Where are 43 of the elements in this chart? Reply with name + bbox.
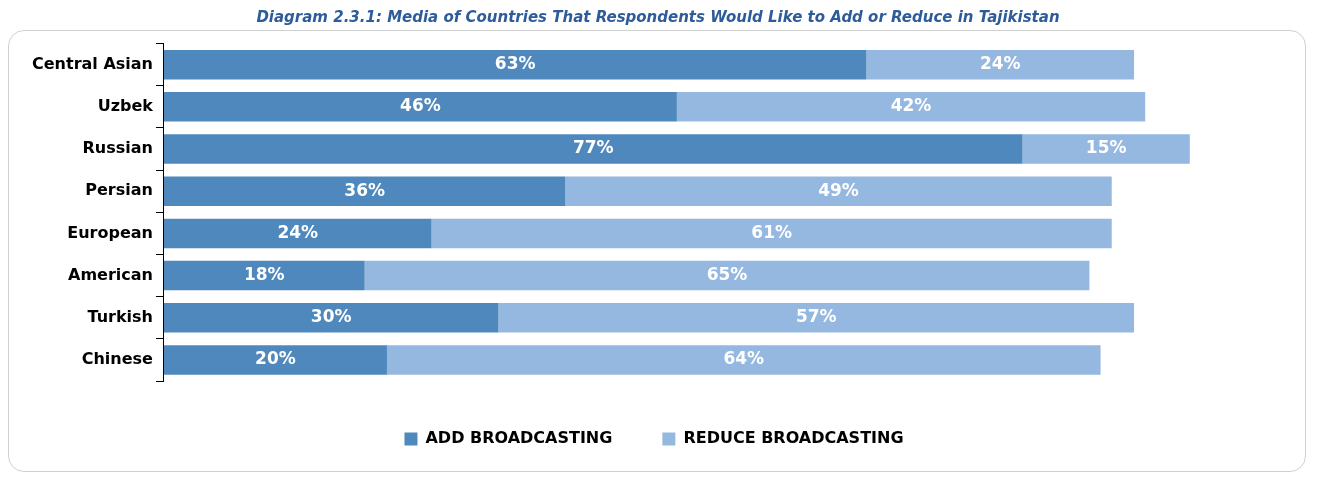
data-label: 20% <box>255 348 296 369</box>
data-label: 61% <box>751 221 793 242</box>
bar <box>163 302 499 333</box>
bar <box>163 49 867 80</box>
y-tick-label: Chinese <box>81 349 154 369</box>
y-tick-label: American <box>68 264 153 284</box>
legend-label: ADD BROADCASTING <box>425 428 613 448</box>
data-label: 49% <box>818 179 859 200</box>
data-label: 18% <box>243 263 285 284</box>
y-tick-label: European <box>67 222 153 242</box>
chart-title: Diagram 2.3.1: Media of Countries That Respondents Would Like to Add or Reduce in Tajikistan <box>255 8 1061 26</box>
bar <box>163 134 1023 164</box>
bar <box>386 345 1101 375</box>
data-label: 24% <box>277 221 319 242</box>
y-tick-label: Turkish <box>87 306 153 326</box>
data-label: 15% <box>1085 137 1127 158</box>
y-tick-label: Persian <box>85 180 153 200</box>
data-label: 42% <box>890 95 932 116</box>
bar <box>163 218 432 249</box>
data-label: 77% <box>572 137 614 158</box>
data-label: 36% <box>344 179 386 200</box>
data-label: 64% <box>723 348 765 369</box>
data-label: 46% <box>400 95 441 116</box>
bar <box>364 260 1090 291</box>
bar <box>163 345 387 375</box>
y-tick-label: Uzbek <box>97 96 154 116</box>
bar <box>1022 134 1190 164</box>
data-label: 65% <box>706 263 748 284</box>
data-label: 63% <box>494 53 536 74</box>
bar <box>163 92 677 122</box>
legend-label: REDUCE BROADCASTING <box>683 428 904 448</box>
bar <box>431 218 1112 249</box>
bar <box>565 176 1112 206</box>
bar <box>498 302 1135 333</box>
bar <box>163 176 566 206</box>
data-label: 24% <box>979 53 1021 74</box>
data-label: 30% <box>310 306 352 327</box>
data-label: 57% <box>795 306 837 327</box>
y-tick-label: Russian <box>82 138 153 158</box>
bar <box>163 260 365 291</box>
bar <box>866 49 1135 80</box>
bar <box>676 92 1146 122</box>
y-tick-label: Central Asian <box>32 53 153 73</box>
